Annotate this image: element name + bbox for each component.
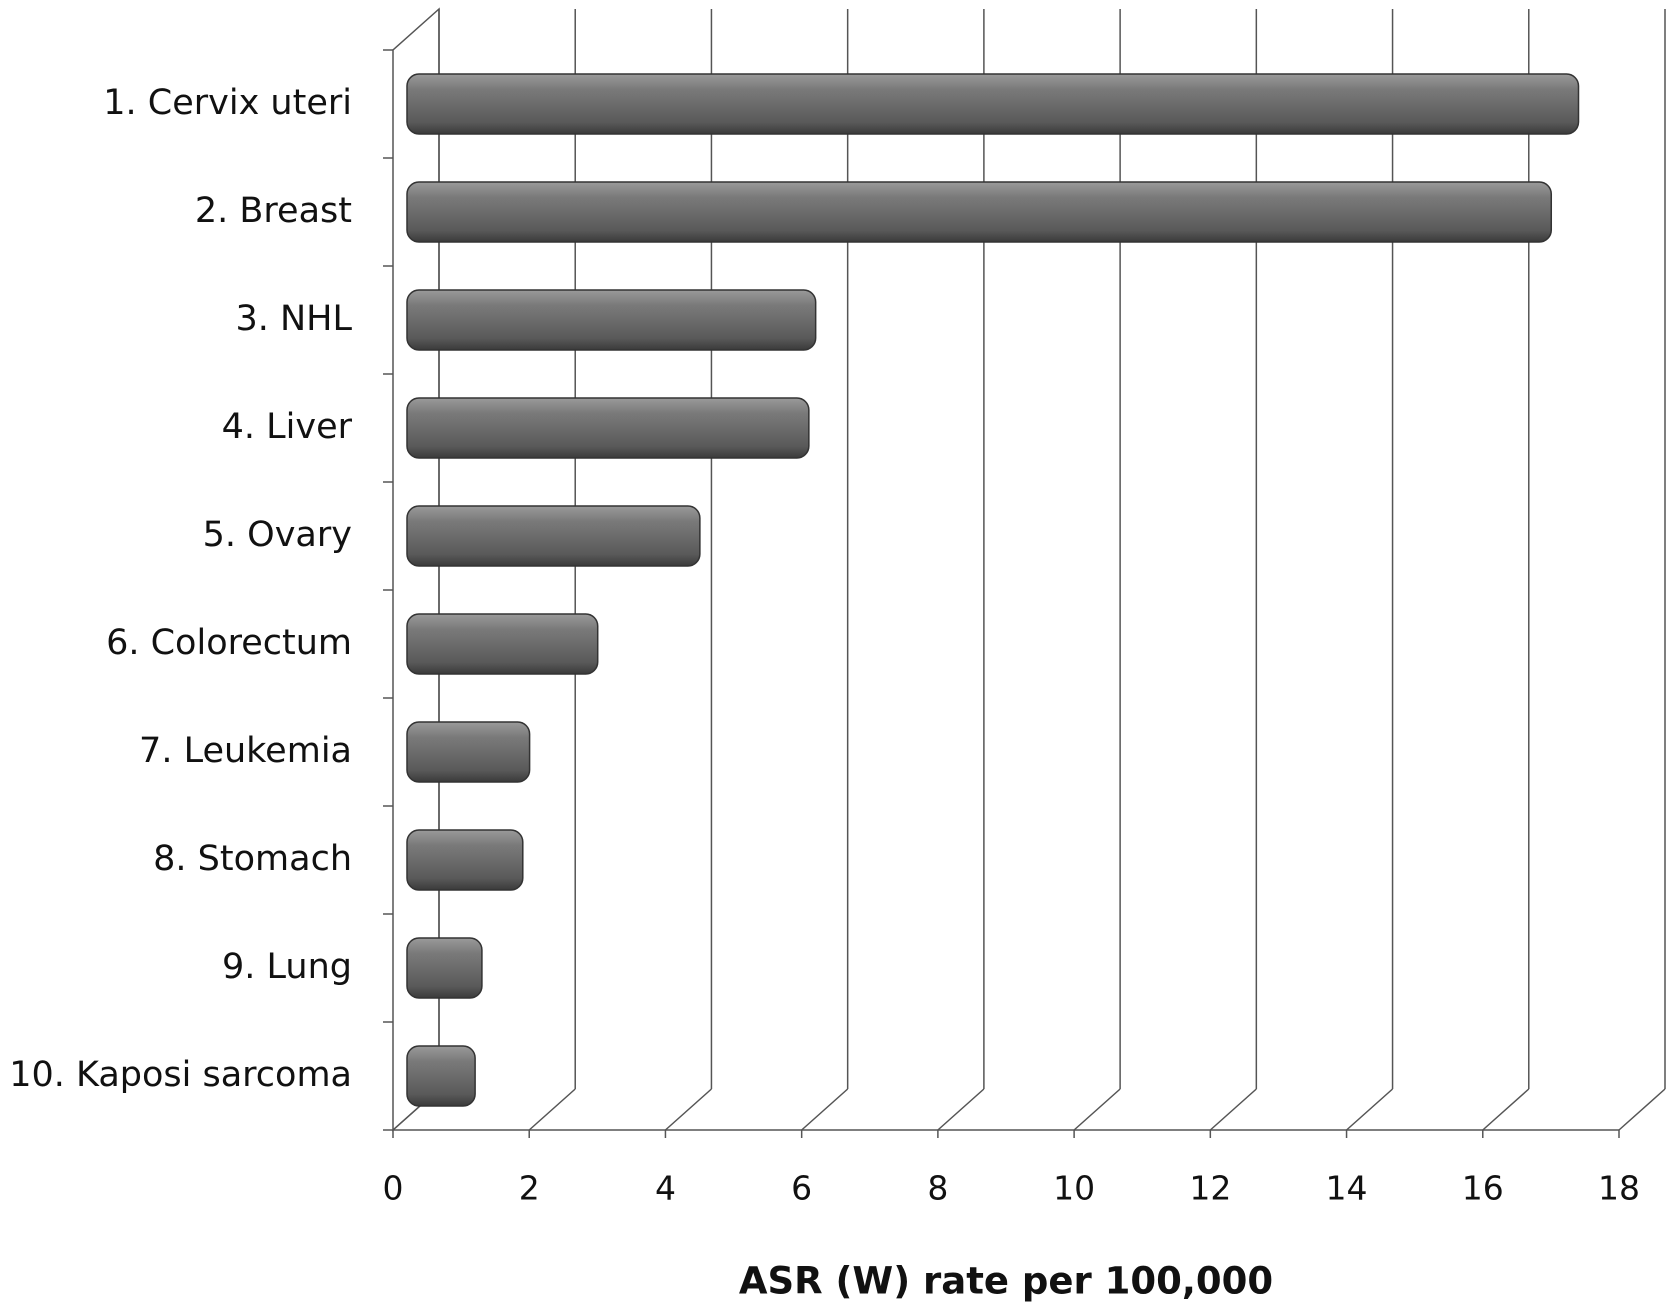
floor-line: [937, 1088, 985, 1131]
x-tick-label: 14: [1326, 1169, 1368, 1208]
floor-line: [1618, 1088, 1666, 1131]
bar: [406, 73, 1580, 135]
floor-line: [1209, 1088, 1257, 1131]
x-tick-label: 16: [1462, 1169, 1504, 1208]
x-tick-label: 4: [655, 1169, 676, 1208]
bar: [406, 397, 810, 459]
bar: [406, 181, 1553, 243]
x-tick-label: 0: [383, 1169, 404, 1208]
x-tick-label: 2: [519, 1169, 540, 1208]
bar: [406, 721, 531, 783]
y-tick-label: 7. Leukemia: [139, 731, 352, 771]
bar: [406, 289, 817, 351]
y-tick-label: 6. Colorectum: [106, 623, 352, 663]
floor-line: [1073, 1088, 1121, 1131]
bar: [406, 613, 599, 675]
x-axis-title: ASR (W) rate per 100,000: [739, 1260, 1273, 1303]
y-tick-label: 5. Ovary: [203, 515, 352, 555]
y-tick-label: 8. Stomach: [153, 839, 352, 879]
bar: [406, 1045, 476, 1107]
bar: [406, 829, 524, 891]
bar: [406, 937, 483, 999]
x-tick-label: 18: [1598, 1169, 1640, 1208]
floor-line: [528, 1088, 576, 1131]
y-tick-label: 10. Kaposi sarcoma: [9, 1055, 352, 1095]
y-tick-label: 4. Liver: [222, 407, 353, 447]
floor-line: [1482, 1088, 1530, 1131]
floor-line: [1346, 1088, 1394, 1131]
x-tick-label: 8: [927, 1169, 948, 1208]
x-tick-label: 10: [1053, 1169, 1095, 1208]
floor-line: [801, 1088, 849, 1131]
y-tick-label: 3. NHL: [235, 299, 352, 339]
y-tick-label: 9. Lung: [222, 947, 352, 987]
bar: [406, 505, 701, 567]
x-tick-label: 12: [1189, 1169, 1231, 1208]
x-tick-label: 6: [791, 1169, 812, 1208]
y-tick-label: 2. Breast: [195, 191, 352, 231]
floor-line: [664, 1088, 712, 1131]
y-tick-label: 1. Cervix uteri: [103, 83, 352, 123]
